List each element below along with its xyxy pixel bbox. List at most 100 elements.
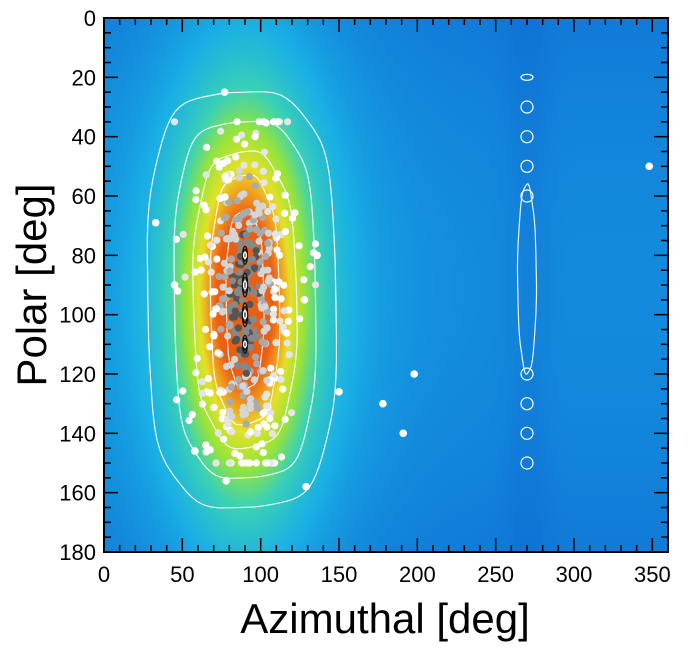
scatter-points bbox=[151, 88, 653, 491]
scatter-point bbox=[215, 163, 223, 171]
scatter-point bbox=[263, 423, 271, 431]
scatter-point bbox=[251, 211, 259, 219]
scatter-point bbox=[179, 230, 187, 238]
scatter-point bbox=[202, 441, 210, 450]
scatter-point bbox=[253, 360, 261, 368]
scatter-point bbox=[256, 258, 264, 266]
scatter-point bbox=[250, 289, 258, 297]
scatter-point bbox=[247, 343, 255, 351]
scatter-point bbox=[228, 277, 236, 285]
scatter-point bbox=[226, 267, 234, 275]
scatter-point bbox=[203, 232, 212, 240]
scatter-point bbox=[250, 264, 259, 272]
scatter-point bbox=[227, 383, 235, 391]
scatter-point bbox=[226, 398, 234, 406]
contour-core bbox=[242, 280, 248, 290]
scatter-point bbox=[204, 374, 212, 383]
scatter-point bbox=[260, 148, 268, 156]
x-tick-label: 150 bbox=[321, 562, 358, 587]
scatter-point bbox=[238, 459, 246, 467]
y-tick-label: 40 bbox=[72, 125, 96, 150]
scatter-point bbox=[300, 296, 309, 304]
scatter-point bbox=[284, 317, 292, 325]
scatter-point bbox=[202, 325, 210, 334]
scatter-point bbox=[211, 288, 219, 296]
scatter-point bbox=[228, 428, 236, 436]
scatter-point bbox=[263, 402, 271, 410]
scatter-point bbox=[259, 449, 267, 457]
scatter-point bbox=[232, 153, 240, 161]
scatter-point bbox=[251, 133, 259, 141]
scatter-point bbox=[266, 193, 274, 201]
scatter-point bbox=[645, 162, 653, 171]
scatter-point bbox=[252, 443, 260, 451]
scatter-point bbox=[302, 482, 310, 491]
scatter-point bbox=[252, 247, 260, 255]
scatter-point bbox=[246, 400, 254, 408]
scatter-point bbox=[231, 449, 239, 457]
scatter-point bbox=[379, 399, 387, 408]
scatter-point bbox=[249, 315, 257, 323]
y-tick-label: 160 bbox=[59, 481, 96, 506]
scatter-point bbox=[214, 429, 222, 437]
scatter-point bbox=[220, 214, 228, 222]
scatter-point bbox=[335, 388, 343, 396]
scatter-point bbox=[191, 447, 199, 455]
scatter-point bbox=[255, 237, 263, 245]
scatter-point bbox=[271, 285, 279, 293]
scatter-point bbox=[196, 254, 204, 262]
x-axis: 0 50 100 150 200 250 300 350 bbox=[98, 18, 671, 587]
scatter-point bbox=[259, 167, 267, 175]
scatter-point bbox=[188, 411, 196, 419]
scatter-point bbox=[200, 201, 208, 209]
scatter-point bbox=[263, 459, 271, 467]
contour-small-270 bbox=[520, 130, 534, 144]
scatter-point bbox=[281, 209, 289, 217]
contour-core bbox=[242, 251, 248, 259]
plot-area bbox=[104, 18, 668, 552]
scatter-point bbox=[226, 304, 234, 312]
scatter-point bbox=[273, 170, 282, 178]
scatter-point bbox=[260, 179, 268, 187]
scatter-point bbox=[288, 214, 297, 222]
scatter-point bbox=[220, 88, 229, 96]
scatter-point bbox=[172, 235, 181, 243]
scatter-point bbox=[399, 429, 408, 438]
scatter-point bbox=[200, 290, 208, 298]
scatter-point bbox=[259, 202, 267, 210]
scatter-point bbox=[262, 252, 270, 260]
y-tick-label: 180 bbox=[59, 540, 96, 565]
scatter-point bbox=[234, 324, 242, 332]
scatter-point bbox=[248, 255, 256, 263]
scatter-point bbox=[219, 409, 227, 417]
scatter-point bbox=[213, 236, 221, 244]
scatter-point bbox=[225, 459, 233, 467]
contour-core bbox=[242, 340, 248, 348]
scatter-point bbox=[239, 211, 247, 219]
scatter-point bbox=[281, 415, 289, 423]
scatter-point bbox=[243, 387, 251, 395]
scatter-point bbox=[279, 323, 287, 331]
scatter-point bbox=[253, 429, 261, 437]
contour-small-270 bbox=[520, 456, 534, 470]
y-tick-label: 20 bbox=[72, 65, 96, 90]
scatter-point bbox=[245, 239, 254, 247]
scatter-point bbox=[235, 221, 243, 229]
x-tick-label: 0 bbox=[98, 562, 110, 587]
scatter-point bbox=[296, 315, 304, 323]
scatter-point bbox=[222, 477, 230, 485]
x-tick-label: 250 bbox=[477, 562, 514, 587]
scatter-point bbox=[221, 172, 229, 180]
scatter-point bbox=[246, 428, 255, 436]
scatter-point bbox=[252, 226, 260, 234]
scatter-point bbox=[245, 173, 253, 181]
scatter-point bbox=[242, 231, 250, 239]
scatter-point bbox=[264, 277, 272, 285]
y-axis: 0 20 40 60 80 100 120 140 160 180 bbox=[59, 6, 668, 565]
scatter-point bbox=[258, 338, 266, 346]
scatter-point bbox=[234, 214, 242, 223]
scatter-point bbox=[238, 131, 246, 139]
scatter-point bbox=[259, 266, 268, 274]
scatter-point bbox=[198, 389, 206, 397]
scatter-point bbox=[311, 240, 320, 248]
